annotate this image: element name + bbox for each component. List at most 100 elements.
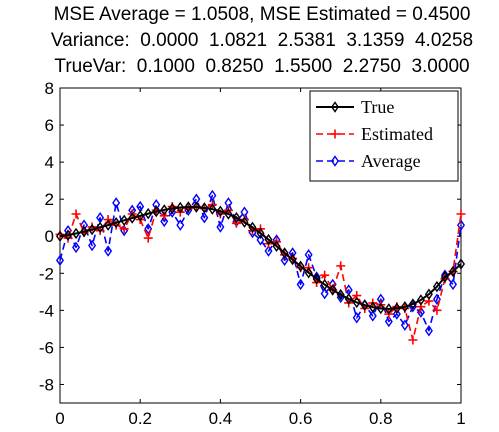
y-tick-label: 6 — [45, 116, 54, 135]
x-tick-label: 0.8 — [369, 409, 393, 428]
y-tick-label: 0 — [45, 227, 54, 246]
data-point-true — [456, 258, 466, 270]
series-layer — [55, 189, 466, 345]
data-point-true — [408, 298, 417, 310]
data-point-average — [72, 241, 81, 254]
data-point-average — [176, 219, 185, 231]
legend-entry-average: Average — [316, 151, 421, 171]
data-point-true — [120, 214, 129, 227]
data-point-true — [55, 230, 65, 242]
data-point-average — [55, 254, 65, 267]
data-point-true — [200, 202, 209, 214]
data-point-true — [328, 284, 337, 296]
data-point-average — [88, 239, 97, 252]
data-point-estimated — [143, 233, 153, 243]
legend-entry-true: True — [316, 97, 394, 117]
data-point-average — [296, 278, 305, 291]
data-point-true — [416, 294, 425, 306]
legend-entry-estimated: Estimated — [316, 124, 433, 144]
data-point-true — [72, 227, 81, 240]
title-line-2: Variance: 0.0000 1.0821 2.5381 3.1359 4.… — [51, 30, 473, 51]
x-tick-label: 0.4 — [209, 409, 233, 428]
data-point-true — [216, 205, 225, 217]
title-line-1: MSE Average = 1.0508, MSE Estimated = 0.… — [54, 4, 471, 25]
data-point-average — [416, 306, 425, 318]
data-point-average — [144, 223, 153, 235]
data-point-true — [440, 271, 449, 283]
data-point-average — [432, 293, 441, 305]
data-point-average — [160, 215, 169, 228]
data-point-true — [80, 225, 89, 238]
legend-marker — [330, 129, 340, 139]
y-axis: -8 -6 -4 -2 0 2 4 6 8 — [39, 79, 461, 394]
legend-marker — [330, 101, 340, 113]
series-true — [55, 201, 466, 315]
data-point-estimated — [432, 305, 442, 315]
data-point-true — [264, 233, 273, 246]
data-point-average — [200, 211, 209, 224]
data-point-average — [280, 254, 289, 267]
data-point-true — [384, 303, 393, 315]
data-point-average — [208, 189, 217, 202]
data-point-true — [144, 207, 153, 220]
data-point-average — [304, 249, 313, 261]
data-point-true — [176, 201, 185, 214]
data-point-true — [128, 212, 137, 224]
data-point-true — [96, 221, 105, 234]
data-point-true — [136, 210, 145, 222]
data-point-average — [456, 219, 466, 231]
data-point-true — [392, 302, 401, 315]
data-point-true — [224, 208, 233, 220]
data-point-true — [168, 202, 177, 215]
data-point-true — [88, 223, 97, 236]
data-point-true — [352, 296, 361, 309]
y-tick-label: 2 — [45, 190, 54, 209]
data-point-true — [160, 204, 169, 216]
data-point-average — [384, 315, 393, 328]
data-point-true — [152, 205, 161, 218]
data-point-true — [248, 221, 257, 234]
legend-label: Estimated — [361, 124, 433, 144]
legend-label: True — [361, 97, 394, 117]
data-point-average — [424, 325, 433, 337]
data-point-average — [448, 278, 457, 291]
data-point-true — [336, 288, 345, 301]
data-point-average — [400, 319, 409, 331]
data-point-average — [112, 197, 121, 209]
legend-entries: True Estimated Average — [316, 97, 433, 171]
data-point-estimated — [456, 209, 466, 219]
data-point-true — [360, 299, 369, 311]
y-tick-label: -8 — [39, 375, 54, 394]
data-point-estimated — [408, 335, 418, 345]
data-point-true — [344, 293, 353, 305]
data-point-true — [64, 229, 73, 241]
data-point-true — [368, 301, 377, 313]
data-point-true — [208, 203, 217, 215]
data-point-true — [424, 288, 433, 300]
data-point-true — [432, 280, 441, 293]
y-tick-label: 8 — [45, 79, 54, 98]
data-point-true — [320, 278, 329, 291]
data-point-average — [352, 312, 361, 324]
legend: True Estimated Average — [309, 90, 459, 182]
data-point-true — [256, 227, 265, 239]
data-point-true — [112, 216, 121, 229]
data-point-average — [216, 221, 225, 233]
y-tick-label: -4 — [39, 301, 54, 320]
data-point-true — [280, 247, 289, 259]
data-point-average — [104, 245, 113, 257]
data-point-true — [296, 260, 305, 272]
title-line-3: TrueVar: 0.1000 0.8250 1.5500 2.2750 3.0… — [54, 56, 469, 77]
legend-marker — [330, 155, 340, 167]
chart-title: MSE Average = 1.0508, MSE Estimated = 0.… — [51, 4, 473, 77]
data-point-true — [192, 201, 201, 213]
data-point-average — [320, 287, 329, 300]
data-point-average — [256, 234, 265, 246]
data-point-average — [368, 310, 377, 322]
data-point-true — [312, 273, 321, 285]
y-tick-label: -2 — [39, 264, 54, 283]
y-tick-label: -6 — [39, 338, 54, 357]
data-point-estimated — [159, 211, 169, 221]
data-point-true — [104, 219, 113, 231]
